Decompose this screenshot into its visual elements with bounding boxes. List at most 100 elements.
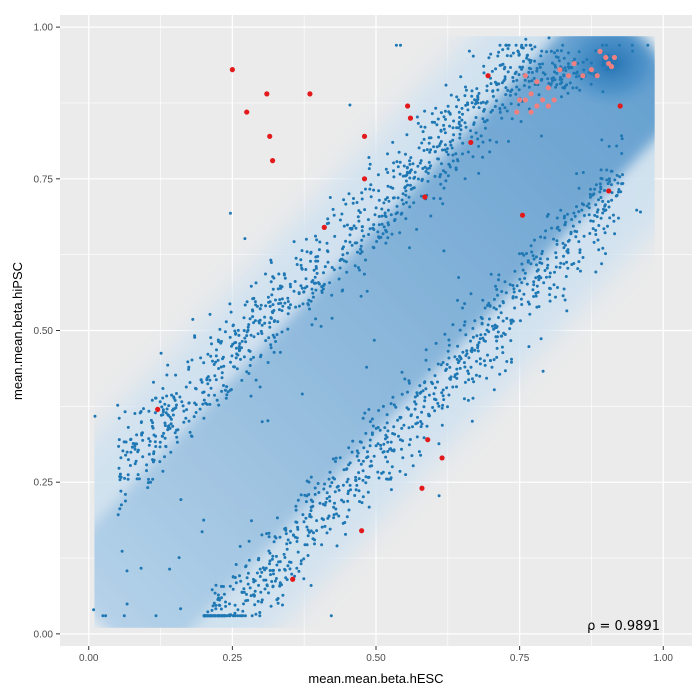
scatter-point [255, 304, 259, 308]
scatter-point [167, 404, 171, 408]
scatter-point [532, 280, 536, 284]
scatter-point [119, 475, 123, 479]
scatter-point [238, 342, 242, 346]
scatter-point [399, 43, 402, 47]
scatter-point [249, 594, 253, 598]
scatter-point [245, 576, 249, 580]
scatter-point [333, 501, 336, 505]
scatter-point [365, 456, 369, 460]
scatter-point [398, 160, 402, 164]
scatter-point [444, 117, 447, 121]
scatter-point [238, 544, 242, 548]
scatter-point [386, 450, 390, 453]
scatter-point [509, 321, 513, 325]
scatter-point [433, 174, 437, 178]
scatter-point [488, 138, 492, 142]
scatter-point [423, 381, 426, 385]
highlight-point [468, 139, 474, 146]
scatter-point [121, 449, 125, 453]
scatter-point [328, 196, 332, 199]
scatter-point [585, 204, 589, 208]
scatter-point [307, 298, 311, 302]
scatter-point [309, 250, 313, 254]
highlight-point [264, 91, 270, 97]
highlight-point [545, 85, 551, 91]
scatter-point [243, 336, 247, 340]
scatter-point [401, 192, 405, 196]
scatter-point [537, 305, 541, 309]
scatter-point [529, 262, 533, 266]
scatter-point [370, 433, 374, 436]
scatter-point [246, 325, 250, 329]
scatter-point [448, 124, 452, 128]
scatter-point [309, 475, 313, 479]
scatter-point [496, 54, 500, 58]
scatter-point [474, 373, 478, 377]
scatter-point [451, 138, 455, 142]
scatter-point [562, 262, 566, 266]
scatter-point [327, 221, 331, 225]
scatter-point [603, 189, 606, 192]
scatter-point [217, 340, 221, 344]
scatter-point [312, 268, 316, 272]
scatter-point [135, 433, 139, 437]
scatter-point [168, 426, 172, 430]
scatter-point [502, 79, 506, 83]
scatter-point [340, 257, 344, 261]
scatter-point [500, 290, 504, 293]
scatter-point [406, 390, 409, 394]
scatter-point [322, 487, 326, 491]
scatter-point [272, 572, 275, 576]
scatter-point [618, 43, 621, 47]
scatter-point [433, 150, 437, 154]
highlight-point [571, 60, 577, 67]
scatter-point [482, 64, 486, 68]
scatter-point [481, 298, 485, 302]
scatter-point [565, 309, 569, 313]
scatter-point [481, 140, 485, 144]
scatter-point [238, 614, 242, 618]
scatter-point [249, 284, 253, 288]
highlight-point [419, 485, 425, 491]
highlight-point [611, 54, 618, 61]
scatter-point [222, 592, 226, 596]
scatter-point [284, 532, 288, 536]
scatter-point [135, 442, 139, 446]
scatter-point [312, 531, 315, 535]
scatter-point [431, 406, 435, 409]
scatter-point [600, 138, 604, 142]
scatter-point [307, 530, 311, 534]
scatter-point [501, 319, 505, 323]
scatter-point [161, 413, 165, 417]
highlight-point [534, 79, 540, 85]
scatter-point [427, 160, 431, 164]
scatter-point [202, 614, 206, 618]
highlight-point [594, 73, 600, 79]
scatter-point [422, 137, 426, 141]
scatter-point [269, 258, 273, 262]
scatter-point [400, 447, 403, 451]
scatter-point [267, 591, 270, 595]
scatter-point [260, 533, 264, 537]
scatter-point [289, 303, 292, 307]
scatter-point [234, 341, 238, 344]
scatter-point [495, 288, 499, 291]
scatter-point [509, 318, 513, 322]
scatter-point [503, 369, 507, 373]
scatter-point [320, 517, 324, 521]
scatter-point [437, 442, 441, 446]
scatter-point [145, 469, 148, 473]
scatter-point [407, 381, 411, 385]
scatter-point [420, 179, 424, 183]
scatter-point [223, 388, 227, 392]
scatter-point [266, 361, 270, 364]
scatter-point [163, 424, 167, 427]
scatter-point [455, 357, 459, 361]
scatter-point [220, 389, 224, 393]
scatter-point [362, 272, 366, 276]
scatter-point [304, 277, 308, 281]
scatter-point [539, 78, 543, 82]
highlight-point [439, 455, 445, 461]
scatter-point [161, 396, 165, 400]
highlight-point [422, 194, 428, 200]
